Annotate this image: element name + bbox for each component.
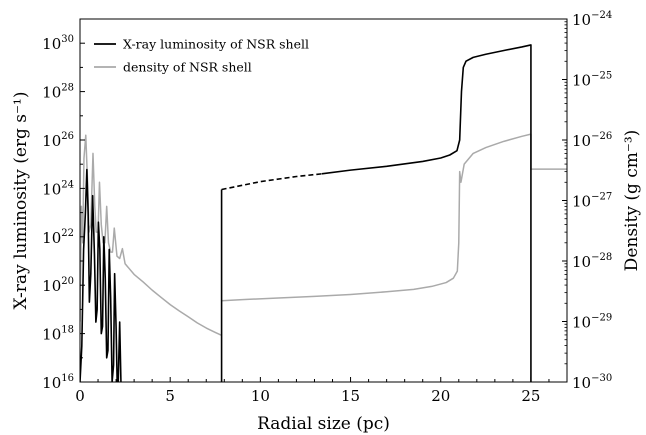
legend: X-ray luminosity of NSR shell density of… — [94, 37, 309, 75]
y-left-tick-label: 1026 — [42, 131, 74, 150]
x-tick-label: 5 — [165, 387, 175, 405]
y-right-tick-label: 10−27 — [572, 192, 612, 211]
x-axis-label: Radial size (pc) — [257, 414, 390, 434]
y-axis-right-label: Density (g cm⁻³) — [622, 130, 642, 272]
density-line-segment-1 — [221, 133, 567, 302]
luminosity-line-segment-2 — [221, 173, 322, 191]
luminosity-line-segment-3 — [321, 44, 532, 382]
y-left-tick-label: 1024 — [42, 179, 74, 198]
legend-label-density: density of NSR shell — [123, 60, 252, 75]
ticks-layer: 0 5 10 15 20 25 1016 1018 1020 1022 1024 1026 1028 10… — [42, 10, 612, 405]
x-tick-label: 15 — [341, 387, 360, 405]
y-left-tick-label: 1016 — [42, 373, 74, 392]
y-axis-left-label: X-ray luminosity (erg s⁻¹) — [11, 92, 31, 310]
y-right-tick-label: 10−25 — [572, 71, 612, 90]
y-left-tick-label: 1028 — [42, 83, 74, 102]
y-right-tick-label: 10−26 — [572, 131, 612, 150]
y-right-tick-label: 10−30 — [572, 373, 612, 392]
legend-label-luminosity: X-ray luminosity of NSR shell — [123, 37, 309, 52]
y-left-tick-label: 1022 — [42, 228, 74, 247]
x-tick-label: 0 — [75, 387, 85, 405]
y-left-tick-label: 1020 — [42, 276, 74, 295]
luminosity-line-segment-0 — [80, 168, 122, 382]
y-left-tick-label: 1030 — [42, 34, 74, 53]
y-right-tick-label: 10−28 — [572, 252, 612, 271]
x-tick-label: 20 — [431, 387, 450, 405]
y-right-tick-label: 10−24 — [572, 10, 612, 29]
x-tick-label: 25 — [521, 387, 540, 405]
y-left-tick-label: 1018 — [42, 325, 74, 344]
x-tick-label: 10 — [251, 387, 270, 405]
y-right-tick-label: 10−29 — [572, 313, 612, 332]
series-layer — [80, 44, 567, 382]
